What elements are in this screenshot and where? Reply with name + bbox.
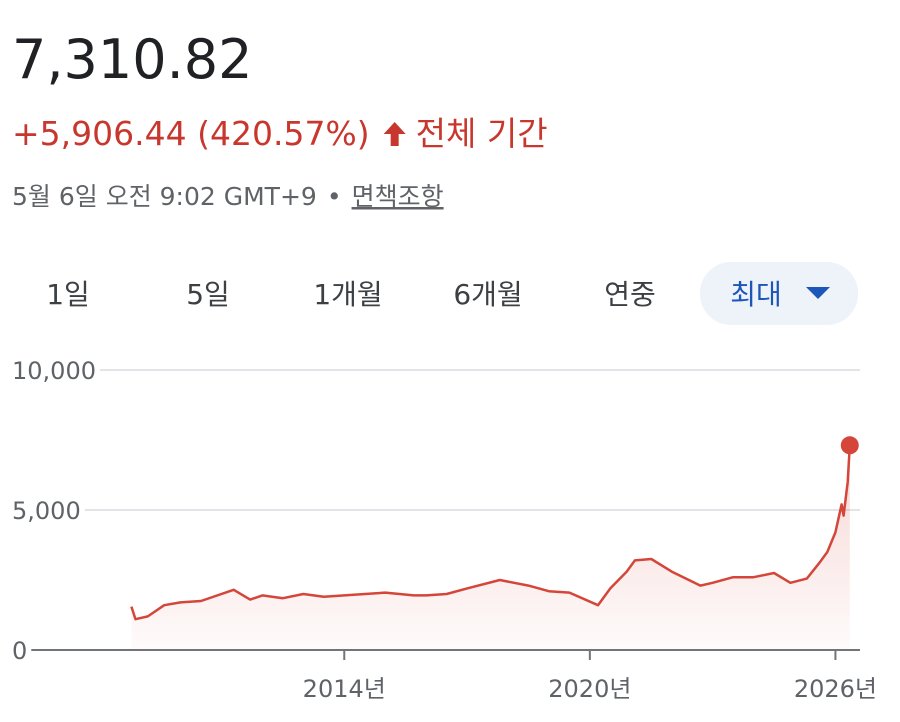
y-tick-label: 5,000 xyxy=(12,497,81,525)
range-tabs: 1일 5일 1개월 6개월 연중 최대 xyxy=(46,262,858,325)
disclaimer-link[interactable]: 면책조항 xyxy=(352,182,444,211)
tab[interactable]: 6개월 xyxy=(453,278,522,311)
up-arrow xyxy=(383,122,406,146)
period: 전체 기간 xyxy=(416,114,548,153)
dropdown-caret xyxy=(806,287,830,299)
y-tick-label: 0 xyxy=(12,637,27,665)
price: 7,310.82 xyxy=(12,28,252,91)
tab[interactable]: 최대 xyxy=(730,278,782,311)
last-point xyxy=(840,436,859,455)
tab[interactable]: 1개월 xyxy=(313,278,382,311)
line xyxy=(130,445,852,621)
chart: 0 5,000 10,000 2014년 2020년 2026년 xyxy=(12,357,877,703)
timestamp: 5월 6일 오전 9:02 GMT+9 xyxy=(12,182,317,211)
price-change: +5,906.44 (420.57%) xyxy=(12,114,370,153)
x-tick-label: 2026년 xyxy=(794,675,877,703)
tab[interactable]: 1일 xyxy=(46,278,90,311)
tab[interactable]: 5일 xyxy=(186,278,230,311)
y-tick-label: 10,000 xyxy=(12,357,96,385)
selected-tab-bg xyxy=(700,262,858,325)
separator: • xyxy=(327,182,342,211)
x-tick-label: 2020년 xyxy=(548,675,631,703)
tab[interactable]: 연중 xyxy=(604,278,656,311)
x-tick-label: 2014년 xyxy=(303,675,386,703)
area xyxy=(131,445,850,650)
